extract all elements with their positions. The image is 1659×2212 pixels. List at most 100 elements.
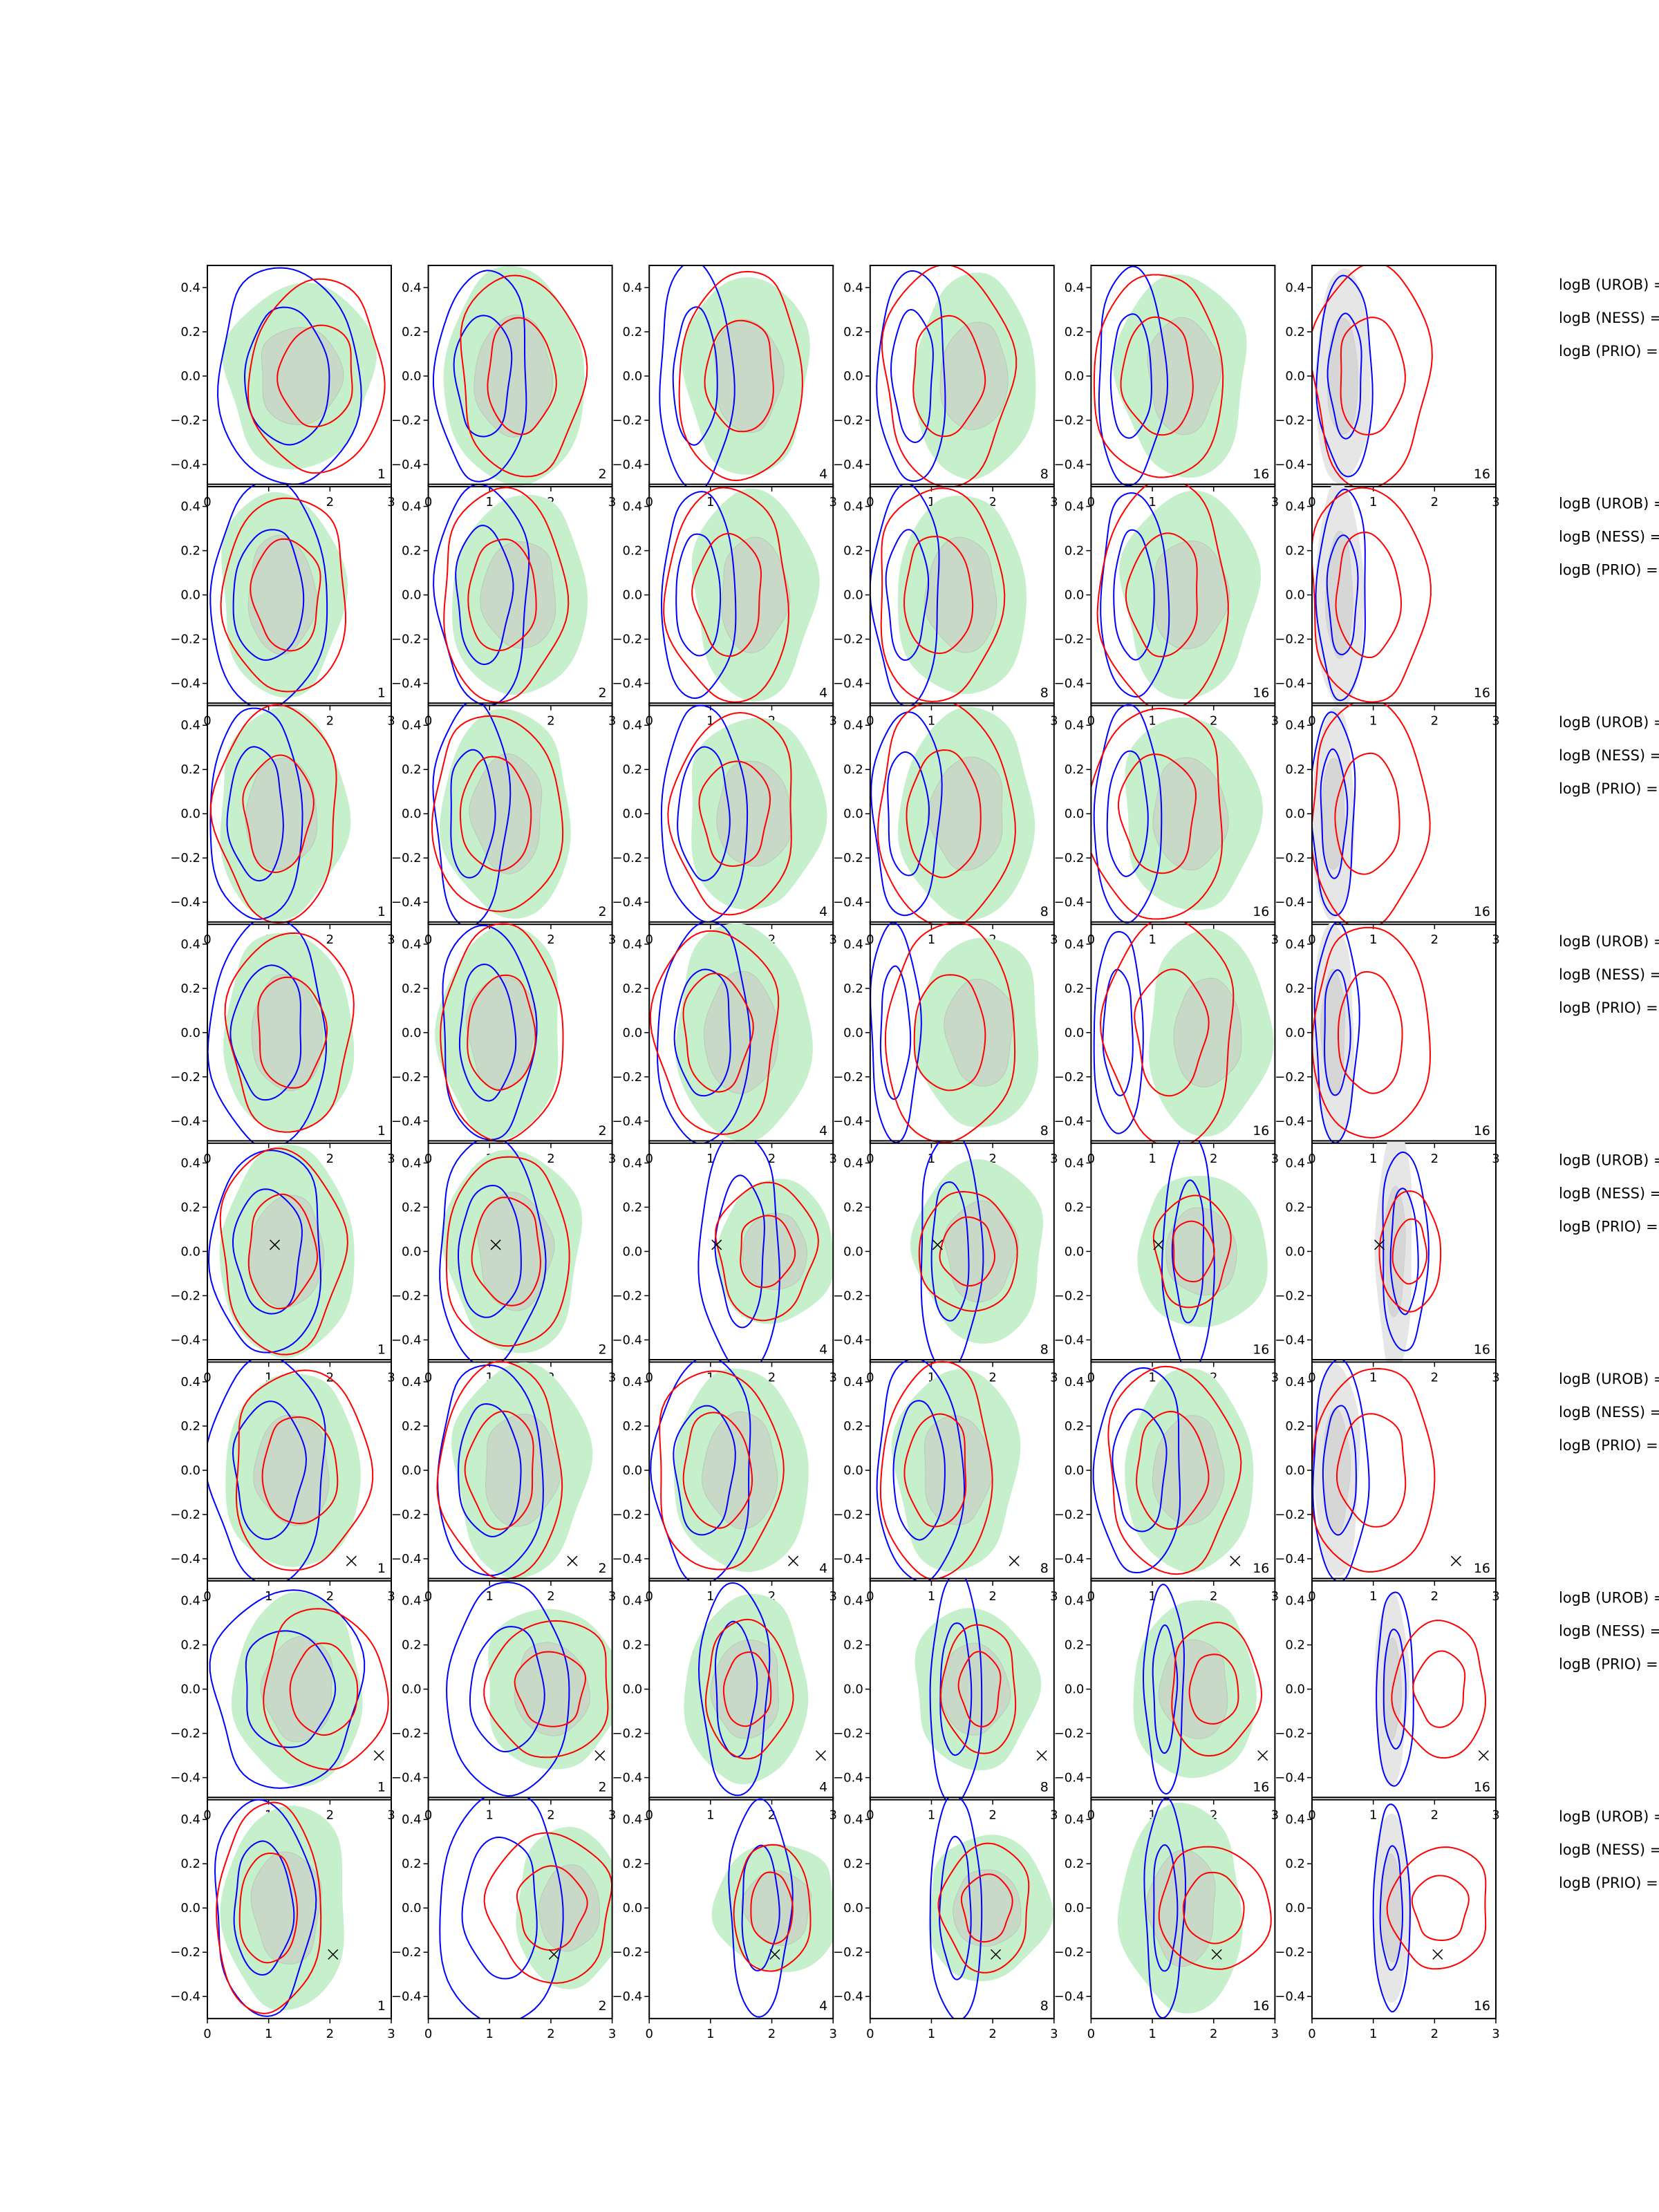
y-tick-label: 0.2 xyxy=(1065,325,1085,339)
panel-label: 16 xyxy=(1474,1780,1490,1795)
x-tick-label: 3 xyxy=(608,2027,616,2041)
plot-area xyxy=(870,921,1039,1143)
y-tick-label: 0.0 xyxy=(1065,1244,1085,1259)
plot-area xyxy=(1312,484,1432,706)
x-tick-label: 1 xyxy=(928,714,935,729)
y-tick-label: 0.0 xyxy=(402,1244,422,1259)
x-tick-label: 2 xyxy=(988,1808,996,1823)
x-tick-label: 1 xyxy=(928,2027,935,2041)
plot-area xyxy=(1312,265,1433,487)
y-tick-label: 0.4 xyxy=(402,1594,422,1609)
y-tick-label: −0.4 xyxy=(833,1552,863,1566)
blue-outer-contour xyxy=(659,265,735,487)
panel-label: 2 xyxy=(599,1998,607,2014)
y-tick-label: 0.0 xyxy=(1285,1244,1305,1259)
y-tick-label: 0.0 xyxy=(623,1463,643,1478)
panel-label: 1 xyxy=(377,1998,386,2014)
y-tick-label: −0.2 xyxy=(1054,1070,1085,1085)
red-outer-contour xyxy=(443,487,570,703)
row-8: 0 1 2 3−0.4−0.20.00.20.410 1 2 3−0.4−0.20.00.2… xyxy=(170,1797,1659,2041)
y-tick-label: 0.4 xyxy=(1285,1156,1305,1170)
plot-area xyxy=(915,1578,1047,1800)
blue-outer-contour xyxy=(1093,704,1163,924)
y-tick-label: −0.2 xyxy=(170,1070,200,1085)
plot-area xyxy=(216,267,386,485)
red-outer-contour xyxy=(1093,274,1224,478)
y-tick-label: 0.4 xyxy=(402,1156,422,1170)
logb-annotation: logB (NESS) = 50.82 xyxy=(1559,1841,1659,1858)
blue-inner-contour xyxy=(1153,1844,1179,1972)
blue-inner-contour xyxy=(469,1626,545,1753)
true-value-marker xyxy=(1230,1555,1241,1566)
true-value-marker xyxy=(1450,1555,1461,1566)
blue-outer-contour xyxy=(660,491,737,700)
blue-outer-contour xyxy=(207,1150,322,1353)
panel-label: 2 xyxy=(599,467,607,482)
gray-inner-region xyxy=(250,1851,322,1965)
panel-label: 4 xyxy=(819,1998,827,2014)
y-tick-label: −0.4 xyxy=(612,895,642,910)
logb-annotation: logB (UROB) = 35.23 xyxy=(1559,1152,1659,1168)
y-tick-label: −0.4 xyxy=(1054,895,1085,910)
y-tick-label: 0.2 xyxy=(623,762,643,777)
y-tick-label: −0.4 xyxy=(1054,1771,1085,1785)
y-tick-label: −0.2 xyxy=(833,413,863,428)
x-tick-label: 1 xyxy=(1369,495,1377,509)
x-tick-label: 2 xyxy=(1210,1808,1217,1823)
blue-outer-contour xyxy=(870,921,922,1143)
y-tick-label: −0.4 xyxy=(1054,677,1085,691)
y-tick-label: 0.4 xyxy=(402,281,422,295)
x-tick-label: 2 xyxy=(547,1808,554,1823)
y-tick-label: −0.4 xyxy=(391,1771,422,1785)
blue-outer-contour xyxy=(1315,274,1374,478)
blue-inner-contour xyxy=(885,529,930,662)
panel-label: 4 xyxy=(819,1123,827,1138)
plot-area xyxy=(1093,265,1247,487)
x-tick-label: 1 xyxy=(1369,1370,1377,1385)
red-inner-contour xyxy=(1117,753,1197,874)
y-tick-label: −0.2 xyxy=(391,851,422,865)
red-inner-contour xyxy=(957,1651,1002,1727)
y-tick-label: 0.4 xyxy=(623,1156,643,1170)
y-tick-label: 0.0 xyxy=(1285,369,1305,384)
x-tick-label: 1 xyxy=(1369,932,1377,947)
row-4: 0123−0.4−0.20.00.20.410123−0.4−0.20.00.2… xyxy=(170,921,1659,1166)
panel-label: 4 xyxy=(819,686,827,701)
red-outer-contour xyxy=(918,1190,1018,1312)
y-tick-label: −0.4 xyxy=(1275,1552,1305,1566)
red-outer-contour xyxy=(1171,1622,1263,1757)
y-tick-label: −0.2 xyxy=(1275,851,1305,865)
red-inner-contour xyxy=(238,1852,299,1964)
y-tick-label: 0.0 xyxy=(180,1683,200,1697)
x-tick-label: 3 xyxy=(1271,2027,1279,2041)
blue-outer-contour xyxy=(870,484,940,706)
y-tick-label: −0.2 xyxy=(170,851,200,865)
plot-area xyxy=(214,1799,344,2017)
blue-inner-contour xyxy=(1112,1408,1168,1533)
true-value-marker xyxy=(373,1750,384,1761)
true-value-marker xyxy=(1211,1949,1222,1960)
plot-area xyxy=(910,1141,1044,1362)
panel-label: 2 xyxy=(599,1123,607,1138)
logb-annotation: logB (UROB) = -1.30 xyxy=(1559,1371,1659,1387)
y-tick-label: 0.4 xyxy=(402,937,422,952)
y-tick-label: 0.2 xyxy=(1065,1857,1085,1871)
y-tick-label: 0.0 xyxy=(402,807,422,821)
panel-label: 16 xyxy=(1253,686,1269,701)
gray-inner-region xyxy=(1327,317,1358,435)
blue-outer-contour xyxy=(433,484,530,706)
panel-label: 1 xyxy=(377,467,386,482)
plot-area xyxy=(1312,703,1431,925)
y-tick-label: −0.2 xyxy=(1054,413,1085,428)
y-tick-label: 0.0 xyxy=(623,1026,643,1040)
x-tick-label: 1 xyxy=(1148,1370,1156,1385)
y-tick-label: 0.4 xyxy=(180,500,200,514)
true-value-marker xyxy=(328,1949,339,1960)
y-tick-label: −0.2 xyxy=(612,1288,642,1303)
y-tick-label: 0.4 xyxy=(1065,1156,1085,1170)
